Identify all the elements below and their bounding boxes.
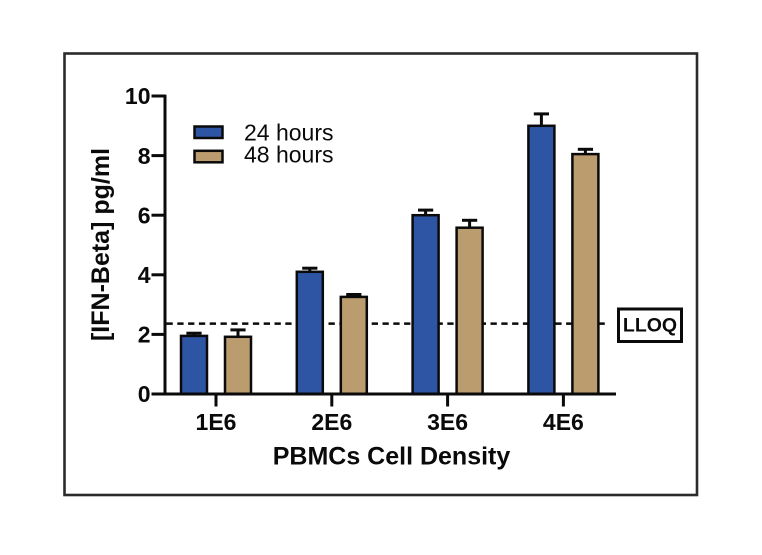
svg-text:48 hours: 48 hours xyxy=(244,142,334,168)
svg-text:8: 8 xyxy=(138,143,151,169)
svg-text:1E6: 1E6 xyxy=(196,409,237,435)
svg-text:4: 4 xyxy=(138,262,151,288)
svg-text:LLOQ: LLOQ xyxy=(623,315,677,337)
svg-text:2: 2 xyxy=(138,322,151,348)
svg-text:PBMCs Cell Density: PBMCs Cell Density xyxy=(273,443,511,471)
svg-text:24 hours: 24 hours xyxy=(244,120,334,146)
svg-text:0: 0 xyxy=(138,381,151,407)
svg-text:10: 10 xyxy=(125,83,151,109)
svg-text:[IFN-Beta] pg/ml: [IFN-Beta] pg/ml xyxy=(87,148,115,341)
svg-text:6: 6 xyxy=(138,202,151,228)
svg-text:4E6: 4E6 xyxy=(543,409,584,435)
svg-text:3E6: 3E6 xyxy=(427,409,468,435)
svg-text:2E6: 2E6 xyxy=(311,409,352,435)
